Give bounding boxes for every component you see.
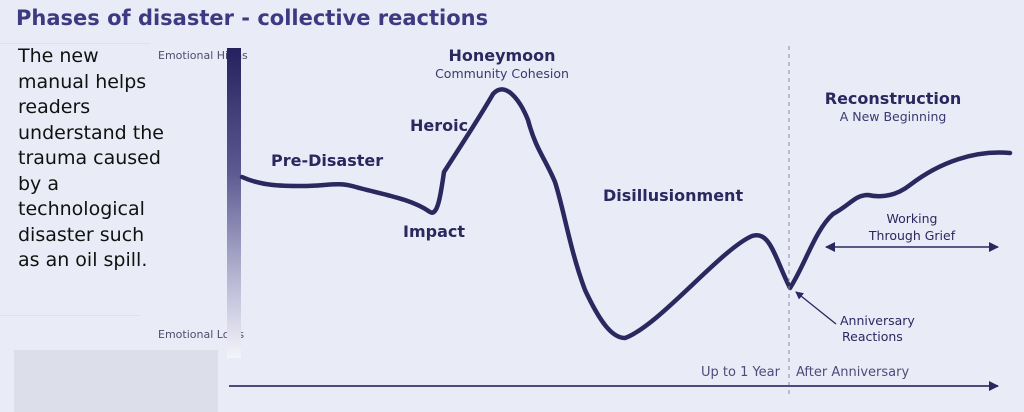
background-rule-top	[0, 43, 150, 44]
label-reactions: Reactions	[842, 329, 903, 344]
label-reconstruction: Reconstruction	[825, 89, 962, 108]
label-working: Working	[887, 211, 938, 226]
label-new-beginning: A New Beginning	[840, 109, 947, 124]
label-anniversary: Anniversary	[840, 313, 915, 328]
caption-text: The new manual helps readers understand …	[18, 45, 164, 271]
label-pre-disaster: Pre-Disaster	[271, 151, 383, 170]
page-title: Phases of disaster - collective reaction…	[16, 6, 489, 30]
background-panel	[14, 350, 218, 412]
label-heroic: Heroic	[410, 116, 468, 135]
label-disillusionment: Disillusionment	[603, 186, 743, 205]
background-rule-bottom	[0, 315, 140, 316]
label-impact: Impact	[403, 222, 465, 241]
emotion-curve	[239, 87, 1013, 341]
label-honeymoon: Honeymoon	[448, 46, 555, 65]
label-community-cohesion: Community Cohesion	[435, 66, 569, 81]
label-through-grief: Through Grief	[868, 228, 956, 243]
label-after-anniversary: After Anniversary	[796, 365, 909, 380]
emotion-gradient-bar	[227, 48, 241, 358]
label-up-to-one-year: Up to 1 Year	[701, 365, 781, 380]
anniversary-pointer	[795, 291, 837, 325]
